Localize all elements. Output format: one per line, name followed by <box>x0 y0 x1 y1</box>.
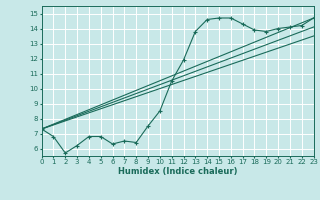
X-axis label: Humidex (Indice chaleur): Humidex (Indice chaleur) <box>118 167 237 176</box>
